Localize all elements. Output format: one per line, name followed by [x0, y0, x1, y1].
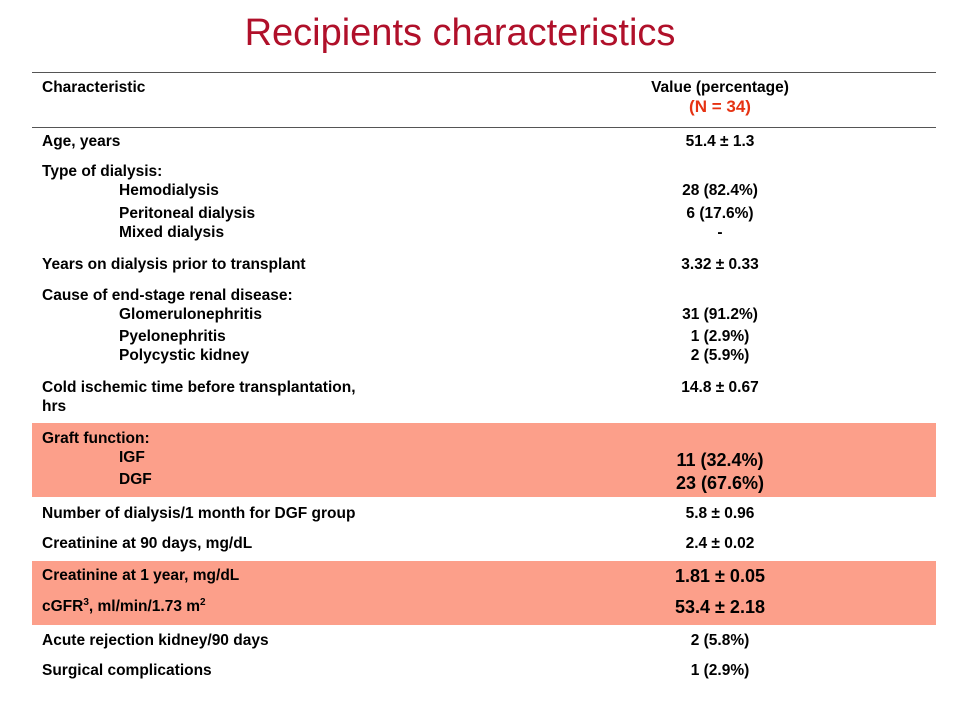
cgfr-label-post: , ml/min/1.73 m — [88, 598, 201, 615]
years-dialysis-label: Years on dialysis prior to transplant — [42, 256, 306, 273]
cold-ischemic-label-line2: hrs — [42, 398, 67, 415]
dgf-value: 23 (67.6%) — [675, 473, 765, 493]
graft-function-label: Graft function: — [42, 430, 150, 447]
igf-label: IGF — [119, 449, 145, 466]
cgfr-label-sup: 3 — [83, 596, 89, 608]
cold-ischemic-value: 14.8 ± 0.67 — [681, 379, 759, 396]
igf-value: 11 (32.4%) — [676, 450, 764, 470]
creatinine-90-label: Creatinine at 90 days, mg/dL — [42, 535, 253, 552]
hemodialysis-value: 28 (82.4%) — [682, 182, 758, 199]
cgfr-label-sup2: 2 — [200, 596, 206, 608]
hemodialysis-label: Hemodialysis — [119, 182, 219, 199]
dialysis-type-label: Type of dialysis: — [42, 163, 163, 180]
mixed-label: Mixed dialysis — [119, 224, 225, 241]
creatinine-1y-label: Creatinine at 1 year, mg/dL — [42, 567, 240, 584]
creatinine-cgfr-highlight — [32, 561, 936, 625]
cgfr-value: 53.4 ± 2.18 — [675, 597, 765, 617]
pyelonephritis-value: 1 (2.9%) — [690, 328, 750, 345]
cold-ischemic-label-line1: Cold ischemic time before transplantatio… — [42, 379, 356, 396]
age-label: Age, years — [42, 133, 121, 150]
polycystic-label: Polycystic kidney — [119, 347, 250, 364]
cgfr-label: cGFR3, ml/min/1.73 m2 — [42, 597, 206, 616]
creatinine-90-value: 2.4 ± 0.02 — [685, 535, 755, 552]
header-n: (N = 34) — [689, 97, 751, 116]
cause-label: Cause of end-stage renal disease: — [42, 287, 293, 304]
page-title: Recipients characteristics — [244, 12, 676, 54]
num-dialysis-value: 5.8 ± 0.96 — [685, 505, 755, 522]
peritoneal-value: 6 (17.6%) — [686, 205, 754, 222]
acute-rejection-value: 2 (5.8%) — [690, 632, 750, 649]
glomerulonephritis-label: Glomerulonephritis — [119, 306, 262, 323]
graft-function-highlight — [32, 423, 936, 497]
polycystic-value: 2 (5.9%) — [690, 347, 750, 364]
mixed-value: - — [717, 224, 723, 241]
num-dialysis-label: Number of dialysis/1 month for DGF group — [42, 505, 356, 522]
glomerulonephritis-value: 31 (91.2%) — [682, 306, 758, 323]
header-bottom-rule — [32, 127, 936, 128]
creatinine-1y-value: 1.81 ± 0.05 — [675, 566, 765, 586]
acute-rejection-label: Acute rejection kidney/90 days — [42, 632, 269, 649]
pyelonephritis-label: Pyelonephritis — [119, 328, 226, 345]
surgical-complications-label: Surgical complications — [42, 662, 212, 679]
header-value: Value (percentage) — [651, 79, 789, 96]
surgical-complications-value: 1 (2.9%) — [690, 662, 750, 679]
age-value: 51.4 ± 1.3 — [685, 133, 755, 150]
years-dialysis-value: 3.32 ± 0.33 — [681, 256, 759, 273]
peritoneal-label: Peritoneal dialysis — [119, 205, 256, 222]
cgfr-label-pre: cGFR — [42, 598, 84, 615]
header-characteristic: Characteristic — [42, 79, 146, 96]
table-top-rule — [32, 72, 936, 73]
dgf-label: DGF — [119, 471, 152, 488]
